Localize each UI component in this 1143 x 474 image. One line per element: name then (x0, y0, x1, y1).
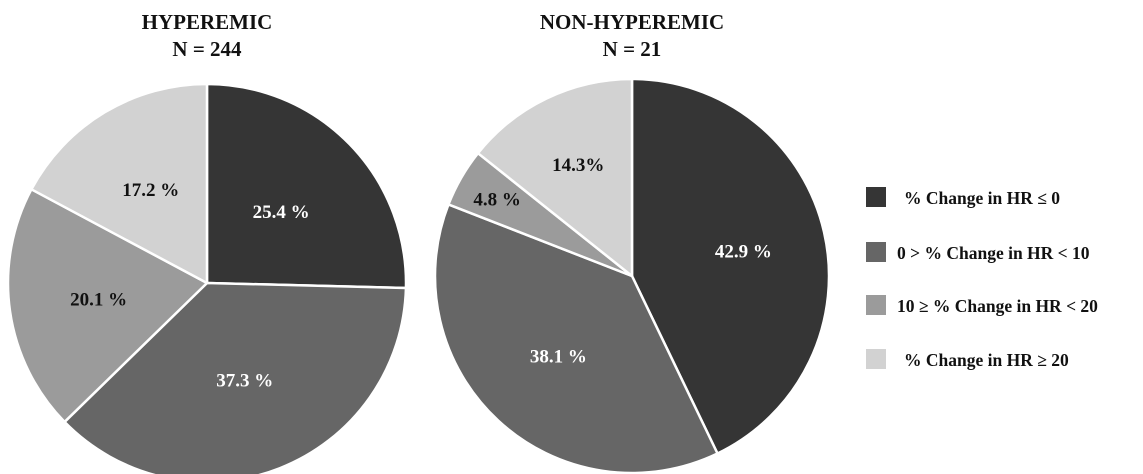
legend-swatch-4 (866, 349, 886, 369)
pie-data-label-non-hyperemic-1: 42.9 % (715, 242, 772, 263)
pie-labels-non-hyperemic: 42.9 % 38.1 % 4.8 % 14.3% (473, 155, 772, 367)
pie-data-label-hyperemic-4: 17.2 % (122, 180, 179, 201)
pie-slice-non-hyperemic-2 (433, 203, 719, 474)
pie-slice-hyperemic-3 (6, 188, 209, 424)
chart-legend: % Change in HR ≤ 0 0 > % Change in HR < … (866, 187, 1098, 370)
pie-slice-hyperemic-1 (205, 82, 408, 290)
pie-data-label-non-hyperemic-3: 4.8 % (473, 189, 521, 210)
pie-slice-non-hyperemic-4 (476, 77, 634, 278)
pie-data-label-hyperemic-3: 20.1 % (70, 289, 127, 310)
pie-data-label-hyperemic-1: 25.4 % (253, 202, 310, 223)
chart-subtitle-non-hyperemic: N = 21 (603, 37, 662, 61)
pie-slice-hyperemic-4 (30, 82, 209, 285)
legend-label-1: % Change in HR ≤ 0 (904, 188, 1060, 208)
pie-slice-non-hyperemic-1 (630, 77, 831, 455)
legend-swatch-1 (866, 187, 886, 207)
legend-label-3: 10 ≥ % Change in HR < 20 (897, 296, 1098, 316)
pie-chart-hyperemic: HYPEREMIC N = 244 25.4 % 37.3 % 20.1 % 17.2… (6, 10, 408, 474)
legend-swatch-2 (866, 242, 886, 262)
pie-slices-non-hyperemic (433, 77, 831, 474)
pie-chart-non-hyperemic: NON-HYPEREMIC N = 21 42.9 % 38.1 % 4.8 % 14… (433, 10, 831, 474)
legend-label-2: 0 > % Change in HR < 10 (897, 243, 1090, 263)
chart-title-hyperemic: HYPEREMIC (142, 10, 273, 34)
pie-slice-hyperemic-2 (63, 281, 408, 474)
pie-data-label-non-hyperemic-4: 14.3% (552, 155, 604, 176)
pie-slices-hyperemic (6, 82, 408, 474)
legend-label-4: % Change in HR ≥ 20 (904, 350, 1069, 370)
pie-labels-hyperemic: 25.4 % 37.3 % 20.1 % 17.2 % (70, 180, 310, 391)
pie-data-label-hyperemic-2: 37.3 % (216, 370, 273, 391)
chart-subtitle-hyperemic: N = 244 (172, 37, 242, 61)
chart-title-non-hyperemic: NON-HYPEREMIC (540, 10, 724, 34)
pie-data-label-non-hyperemic-2: 38.1 % (530, 347, 587, 368)
legend-swatch-3 (866, 295, 886, 315)
